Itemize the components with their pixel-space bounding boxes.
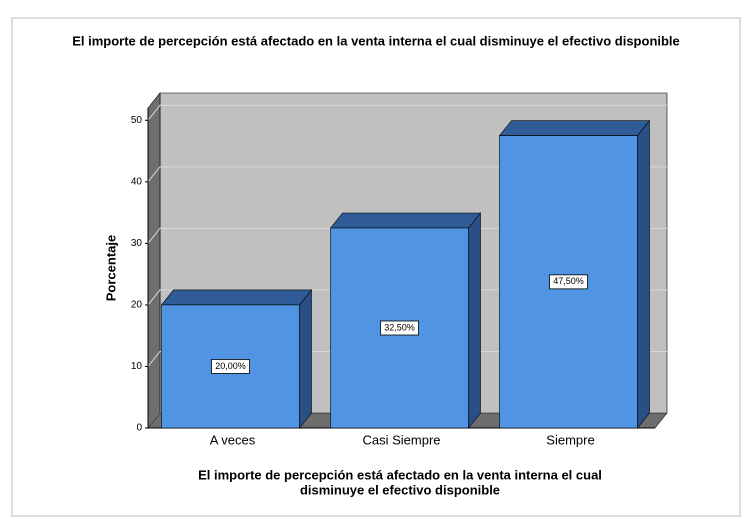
bar-top [160, 289, 313, 306]
value-label-box [380, 320, 419, 336]
x-tick-label: Casi Siempre [362, 432, 440, 447]
side-wall [147, 92, 161, 429]
grid-line [147, 166, 667, 183]
grid-line [147, 227, 667, 244]
y-axis-label: Porcentaje [103, 235, 118, 301]
y-tick-label: 10 [131, 361, 143, 372]
bar-top [329, 212, 482, 229]
y-tick-label: 50 [131, 115, 143, 126]
x-tick-label: Siempre [546, 432, 594, 447]
grid-line [147, 350, 667, 367]
bar-top [498, 120, 651, 136]
value-label: 32,50% [384, 322, 415, 332]
y-tick-label: 30 [131, 238, 143, 249]
bar-side [468, 212, 481, 429]
y-tick-label: 20 [131, 300, 143, 311]
value-label: 20,00% [215, 361, 246, 371]
value-label-box [549, 274, 588, 290]
x-tick-label: A veces [210, 432, 256, 447]
bar-side [299, 289, 312, 429]
y-tick-label: 40 [131, 176, 143, 187]
grid-line [147, 104, 667, 121]
grid-line [147, 289, 667, 306]
chart-title: El importe de percepción está afectado e… [72, 33, 680, 48]
y-tick-label: 0 [136, 423, 142, 434]
x-axis-label: El importe de percepción está afectado e… [198, 467, 602, 482]
bar-side [637, 119, 650, 429]
value-label-box [211, 359, 250, 374]
value-label: 47,50% [553, 276, 584, 286]
x-axis-label: disminuye el efectivo disponible [300, 482, 500, 497]
